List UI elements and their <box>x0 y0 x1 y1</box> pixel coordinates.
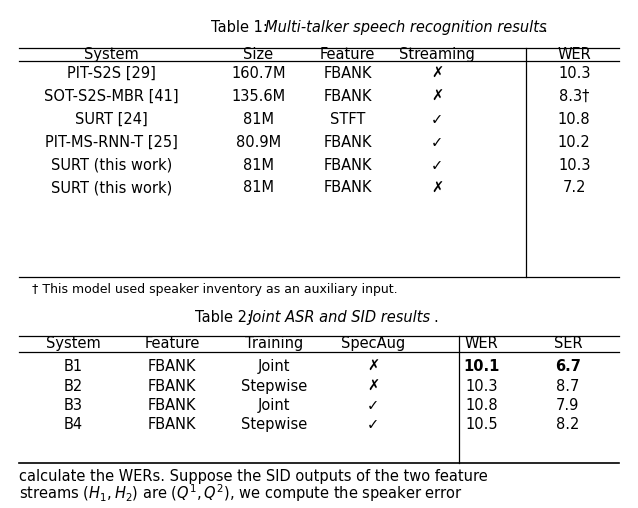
Text: ✗: ✗ <box>367 359 380 374</box>
Text: 10.3: 10.3 <box>558 157 590 173</box>
Text: SER: SER <box>554 336 582 352</box>
Text: 10.2: 10.2 <box>558 135 591 150</box>
Text: Table 1:: Table 1: <box>211 20 272 36</box>
Text: B4: B4 <box>64 417 83 432</box>
Text: Table 2:: Table 2: <box>195 310 256 325</box>
Text: FBANK: FBANK <box>323 157 372 173</box>
Text: SURT (this work): SURT (this work) <box>51 180 172 196</box>
Text: Training: Training <box>245 336 304 352</box>
Text: ✗: ✗ <box>431 180 443 196</box>
Text: † This model used speaker inventory as an auxiliary input.: † This model used speaker inventory as a… <box>32 283 397 296</box>
Text: 7.2: 7.2 <box>563 180 586 196</box>
Text: 80.9M: 80.9M <box>236 135 281 150</box>
Text: FBANK: FBANK <box>323 180 372 196</box>
Text: 8.3†: 8.3† <box>559 89 590 104</box>
Text: SURT (this work): SURT (this work) <box>51 157 172 173</box>
Text: SOT-S2S-MBR [41]: SOT-S2S-MBR [41] <box>44 89 179 104</box>
Text: calculate the WERs. Suppose the SID outputs of the two feature: calculate the WERs. Suppose the SID outp… <box>19 469 488 484</box>
Text: 6.7: 6.7 <box>555 359 581 374</box>
Text: SURT [24]: SURT [24] <box>75 112 148 127</box>
Text: FBANK: FBANK <box>323 89 372 104</box>
Text: Joint: Joint <box>258 398 290 413</box>
Text: 10.8: 10.8 <box>465 398 498 413</box>
Text: Joint: Joint <box>258 359 290 374</box>
Text: ✓: ✓ <box>431 135 443 150</box>
Text: ✓: ✓ <box>367 417 380 432</box>
Text: 8.7: 8.7 <box>556 378 579 394</box>
Text: Stepwise: Stepwise <box>241 378 308 394</box>
Text: 81M: 81M <box>243 157 274 173</box>
Text: ✓: ✓ <box>431 157 443 173</box>
Text: 10.5: 10.5 <box>465 417 498 432</box>
Text: Stepwise: Stepwise <box>241 417 308 432</box>
Text: FBANK: FBANK <box>148 378 197 394</box>
Text: System: System <box>46 336 101 352</box>
Text: FBANK: FBANK <box>323 135 372 150</box>
Text: 160.7M: 160.7M <box>231 66 286 81</box>
Text: streams $(H_1, H_2)$ are $(Q^1, Q^2)$, we compute the speaker error: streams $(H_1, H_2)$ are $(Q^1, Q^2)$, w… <box>19 482 463 503</box>
Text: STFT: STFT <box>330 112 366 127</box>
Text: Streaming: Streaming <box>399 47 475 62</box>
Text: WER: WER <box>558 47 591 62</box>
Text: 8.2: 8.2 <box>556 417 579 432</box>
Text: Multi-talker speech recognition results: Multi-talker speech recognition results <box>265 20 546 36</box>
Text: ✓: ✓ <box>367 398 380 413</box>
Text: 81M: 81M <box>243 180 274 196</box>
Text: Feature: Feature <box>145 336 200 352</box>
Text: Size: Size <box>243 47 274 62</box>
Text: System: System <box>84 47 139 62</box>
Text: FBANK: FBANK <box>323 66 372 81</box>
Text: FBANK: FBANK <box>148 359 197 374</box>
Text: ✗: ✗ <box>367 378 380 394</box>
Text: ✗: ✗ <box>431 66 443 81</box>
Text: FBANK: FBANK <box>148 398 197 413</box>
Text: Joint ASR and SID results: Joint ASR and SID results <box>249 310 431 325</box>
Text: 10.3: 10.3 <box>466 378 498 394</box>
Text: ✓: ✓ <box>431 112 443 127</box>
Text: SpecAug: SpecAug <box>341 336 405 352</box>
Text: .: . <box>542 20 547 36</box>
Text: 7.9: 7.9 <box>556 398 579 413</box>
Text: WER: WER <box>465 336 498 352</box>
Text: 10.3: 10.3 <box>558 66 590 81</box>
Text: FBANK: FBANK <box>148 417 197 432</box>
Text: ✗: ✗ <box>431 89 443 104</box>
Text: 10.8: 10.8 <box>558 112 591 127</box>
Text: 10.1: 10.1 <box>463 359 500 374</box>
Text: .: . <box>434 310 438 325</box>
Text: PIT-S2S [29]: PIT-S2S [29] <box>67 66 156 81</box>
Text: 135.6M: 135.6M <box>232 89 285 104</box>
Text: Feature: Feature <box>320 47 375 62</box>
Text: B1: B1 <box>64 359 83 374</box>
Text: B3: B3 <box>64 398 83 413</box>
Text: 81M: 81M <box>243 112 274 127</box>
Text: B2: B2 <box>64 378 83 394</box>
Text: PIT-MS-RNN-T [25]: PIT-MS-RNN-T [25] <box>45 135 178 150</box>
